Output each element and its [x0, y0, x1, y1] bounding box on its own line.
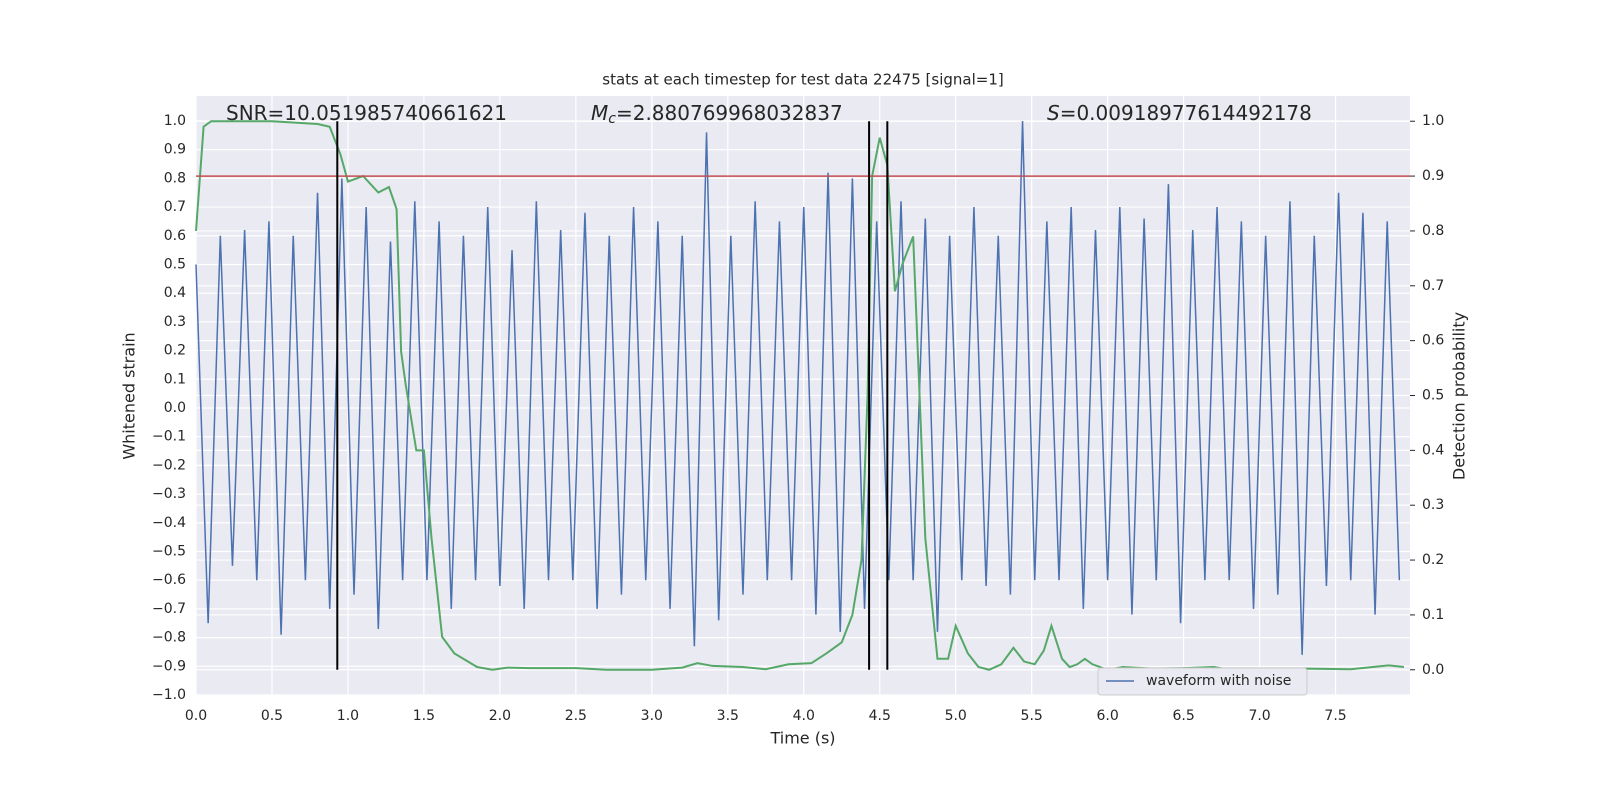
y-tick-label: 0.7	[164, 199, 186, 215]
y-tick-label: −1.0	[152, 687, 186, 703]
y2-tick-label: 0.0	[1422, 662, 1444, 678]
y-tick-label: 0.2	[164, 343, 186, 359]
probability-line	[195, 120, 1405, 671]
annotation-symbol: M	[591, 101, 608, 125]
y-tick-label: 0.0	[164, 400, 186, 416]
y-tick-label: 0.3	[164, 314, 186, 330]
y2-tick-label: 0.2	[1422, 552, 1444, 568]
chart-title: stats at each timestep for test data 224…	[602, 71, 1003, 89]
annotation: S=0.00918977614492178	[1047, 101, 1312, 125]
x-tick-label: 5.5	[1021, 708, 1043, 724]
y-tick-label: −0.7	[152, 601, 186, 617]
y2-tick-label: 1.0	[1422, 113, 1444, 129]
x-tick-label: 7.5	[1324, 708, 1346, 724]
y-tick-label: −0.4	[152, 515, 186, 531]
y-tick-label: −0.6	[152, 572, 186, 588]
y-axis-label: Whitened strain	[120, 332, 139, 459]
x-tick-label: 6.5	[1172, 708, 1194, 724]
x-tick-label: 2.5	[565, 708, 587, 724]
annotation-text: =0.00918977614492178	[1060, 101, 1312, 125]
x-tick-label: 5.0	[945, 708, 967, 724]
y2-tick-label: 0.8	[1422, 223, 1444, 239]
y2-tick-label: 0.7	[1422, 278, 1444, 294]
x-tick-label: 3.5	[717, 708, 739, 724]
x-tick-label: 6.0	[1097, 708, 1119, 724]
x-tick-label: 1.0	[337, 708, 359, 724]
annotation-text: =2.880769968032837	[616, 101, 843, 125]
waveform-line	[195, 120, 1401, 655]
x-tick-label: 2.0	[489, 708, 511, 724]
y-tick-label: 0.1	[164, 371, 186, 387]
x-axis-label: Time (s)	[769, 729, 835, 748]
y2-tick-label: 0.6	[1422, 333, 1444, 349]
x-tick-label: 3.0	[641, 708, 663, 724]
x-tick-label: 0.0	[185, 708, 207, 724]
y2-tick-label: 0.5	[1422, 388, 1444, 404]
y2-tick-label: 0.3	[1422, 497, 1444, 513]
y2-axis-label: Detection probability	[1450, 312, 1469, 480]
y-tick-label: −0.5	[152, 543, 186, 559]
y-tick-label: 0.5	[164, 256, 186, 272]
y-tick-label: −0.3	[152, 486, 186, 502]
annotation-subscript: c	[608, 111, 616, 127]
y2-tick-label: 0.9	[1422, 168, 1444, 184]
y-tick-label: 0.9	[164, 142, 186, 158]
x-tick-label: 0.5	[261, 708, 283, 724]
x-tick-label: 4.0	[793, 708, 815, 724]
y-tick-label: 0.6	[164, 228, 186, 244]
y-tick-label: 0.8	[164, 170, 186, 186]
annotation: Mc=2.880769968032837	[591, 101, 843, 128]
y-tick-label: −0.1	[152, 429, 186, 445]
x-tick-label: 1.5	[413, 708, 435, 724]
y2-tick-label: 0.1	[1422, 607, 1444, 623]
y-tick-label: 1.0	[164, 113, 186, 129]
y-tick-label: 0.4	[164, 285, 186, 301]
x-tick-label: 4.5	[869, 708, 891, 724]
legend-label: waveform with noise	[1146, 673, 1291, 689]
annotation-symbol: S	[1047, 101, 1060, 125]
annotation-text: SNR=10.051985740661621	[226, 101, 507, 125]
annotation: SNR=10.051985740661621	[226, 101, 507, 125]
y-tick-label: −0.8	[152, 630, 186, 646]
plot-area	[195, 120, 1410, 671]
legend-box	[1097, 667, 1308, 696]
y-tick-label: −0.9	[152, 658, 186, 674]
y-tick-label: −0.2	[152, 457, 186, 473]
x-tick-label: 7.0	[1248, 708, 1270, 724]
y2-tick-label: 0.4	[1422, 442, 1444, 458]
